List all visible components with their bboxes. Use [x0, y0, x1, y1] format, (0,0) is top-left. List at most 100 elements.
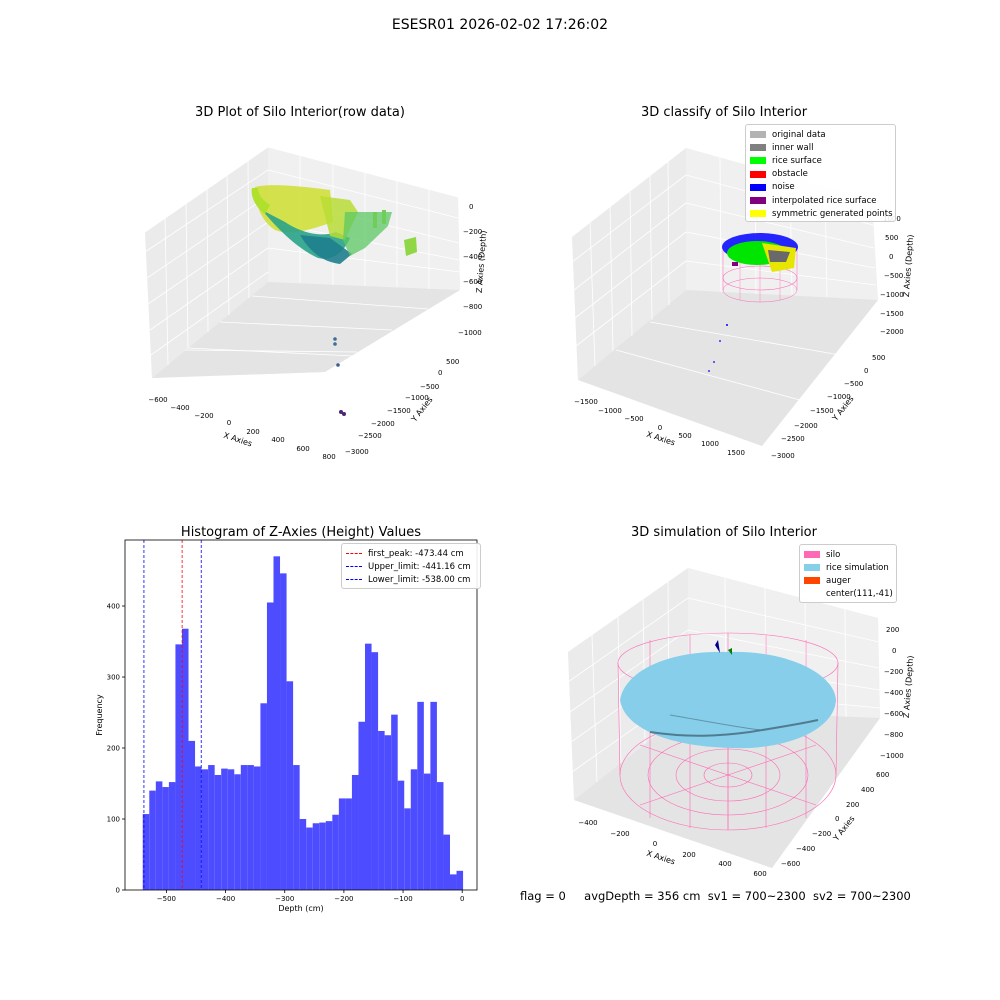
grid-lines [144, 146, 461, 366]
histogram-bar [358, 721, 366, 890]
legend-label: silo [826, 549, 841, 560]
legend-swatch [750, 144, 766, 152]
legend-label: obstacle [772, 169, 808, 180]
histogram-bar [332, 814, 339, 890]
histogram-bar [319, 822, 326, 890]
z-axis-ticks: 0 −200 −400 −600 −800 −1000 [458, 203, 482, 337]
y-axis-ticks: 500 0 −500 −1000 −1500 −2000 −2500 −3000 [771, 354, 885, 460]
legend-entry: original data [750, 128, 891, 141]
z-tick: −200 [884, 668, 903, 676]
y-tick: −2000 [371, 420, 395, 428]
legend-entry: auger [804, 574, 892, 587]
x-tick: −400 [170, 404, 189, 412]
histogram-bar [312, 823, 320, 890]
x-tick: 200 [246, 428, 259, 436]
legend-label: rice simulation [826, 562, 889, 573]
z-axis-label: Z Axies (Depth) [475, 230, 488, 293]
plot-frame [124, 539, 478, 891]
legend-label: original data [772, 129, 826, 140]
x-tick: 0 [227, 419, 231, 427]
histogram-bar [221, 768, 228, 890]
z-tick: −500 [884, 272, 903, 280]
simulation-legend: silo rice simulation auger center(111,-4… [799, 544, 897, 603]
x-tick: 400 [718, 860, 731, 868]
classify-legend: original data inner wall rice surface ob… [745, 124, 896, 223]
histogram-bar [378, 730, 385, 890]
y-axis-ticks: 500 0 −500 −1000 −1500 −2000 −2500 −3000 [345, 358, 459, 456]
histogram-bar [338, 798, 346, 890]
y-tick: −1500 [387, 407, 411, 415]
threshold-lines [143, 540, 202, 890]
z-tick: −200 [463, 228, 482, 236]
histogram-bar [234, 774, 241, 890]
legend-label: first_peak: -473.44 cm [368, 548, 464, 559]
y-tick-label: 300 [107, 674, 120, 682]
histogram-bar [325, 821, 333, 890]
histogram-bar [397, 780, 405, 890]
histogram-bar [201, 769, 209, 890]
histogram-bar [351, 774, 359, 890]
panel-title: 3D simulation of Silo Interior [631, 525, 818, 540]
z-tick: −2000 [880, 328, 904, 336]
panel-title: Histogram of Z-Axies (Height) Values [181, 525, 421, 540]
histogram-bar [155, 781, 163, 890]
z-axis-label: Z Axies (Depth) [902, 234, 915, 297]
histogram-bar [293, 765, 300, 890]
legend-entry: Lower_limit: -538.00 cm [346, 573, 476, 586]
z-tick: 0 [892, 647, 896, 655]
histogram-bar [384, 735, 392, 890]
raw-data-3d-plot: 3D Plot of Silo Interior(row data) [144, 105, 488, 461]
histogram-bar [266, 602, 274, 890]
histogram-bar [253, 766, 261, 890]
x-tick: 500 [678, 432, 691, 440]
z-tick: −400 [884, 689, 903, 697]
legend-swatch [804, 564, 820, 572]
legend-label: rice surface [772, 155, 822, 166]
x-tick-label: −200 [334, 895, 353, 903]
legend-label: Upper_limit: -441.16 cm [368, 561, 471, 572]
legend-label: auger [826, 575, 851, 586]
z-tick: −600 [463, 278, 482, 286]
legend-swatch [750, 183, 766, 191]
y-tick: 0 [438, 369, 442, 377]
legend-label: center(111,-41) [826, 589, 893, 600]
y-tick: −600 [781, 860, 800, 868]
y-tick: −1000 [405, 394, 429, 402]
legend-swatch [750, 170, 766, 178]
histogram-bar [410, 769, 418, 890]
histogram-bar [456, 870, 464, 890]
histogram-bar [240, 765, 248, 890]
panel-title: 3D classify of Silo Interior [641, 105, 808, 120]
histogram-bar [430, 701, 437, 890]
histogram-bar [227, 769, 235, 890]
x-axis-ticks: −600 −400 −200 0 200 400 600 800 [148, 396, 335, 461]
panel-title: 3D Plot of Silo Interior(row data) [195, 105, 405, 120]
x-axis-label: X Axies [645, 849, 676, 867]
classify-3d-plot: 3D classify of Silo Interior [571, 105, 915, 460]
x-tick: 0 [653, 840, 657, 848]
histogram-bar [345, 798, 352, 890]
histogram-bars [142, 556, 464, 890]
z-tick: −800 [884, 731, 903, 739]
y-tick-label: 0 [116, 887, 120, 895]
y-tick: 600 [876, 771, 889, 779]
point-cloud [251, 185, 417, 416]
histogram-bar [181, 628, 189, 890]
z-tick: −1000 [458, 329, 482, 337]
y-axis-ticks: 0 100 200 300 400 [107, 603, 125, 895]
histogram-bar [175, 644, 182, 890]
legend-label: Lower_limit: -538.00 cm [368, 574, 471, 585]
legend-entry: obstacle [750, 168, 891, 181]
histogram-bar [286, 681, 294, 890]
histogram-bar [299, 819, 307, 890]
x-tick: 200 [682, 851, 695, 859]
x-tick: −400 [578, 819, 597, 827]
y-tick: 400 [861, 786, 874, 794]
z-tick: −600 [884, 710, 903, 718]
histogram-bar [306, 827, 313, 890]
histogram-bar [188, 740, 196, 890]
histogram-bar [449, 874, 457, 890]
histogram-bar [365, 643, 372, 890]
histogram-bar [260, 703, 267, 890]
x-axis-label: X Axies [645, 430, 676, 448]
